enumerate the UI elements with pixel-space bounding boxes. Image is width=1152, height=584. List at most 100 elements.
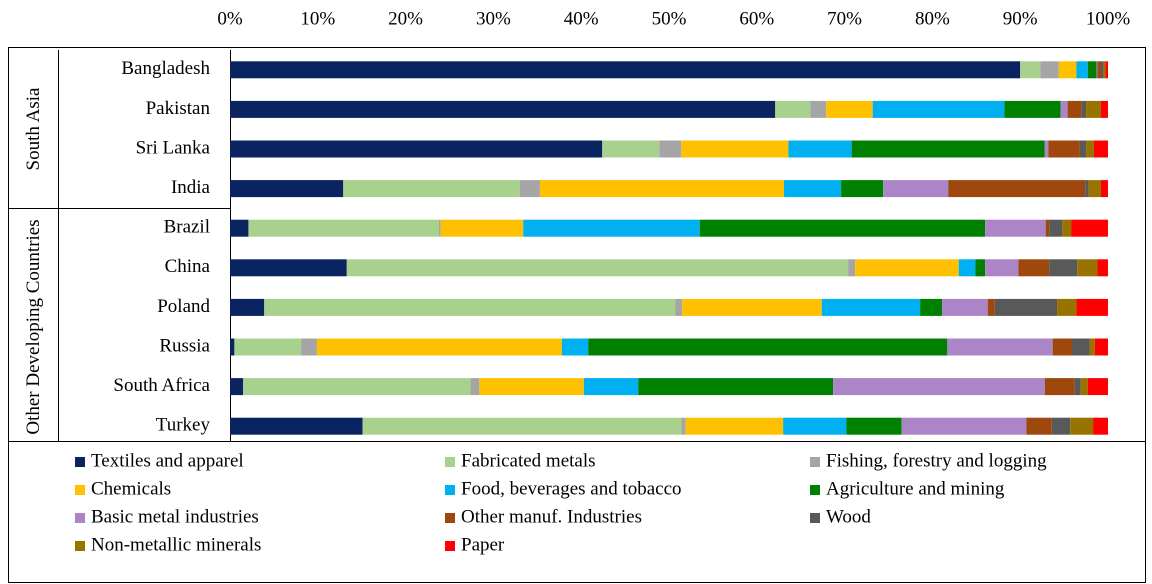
bar-segment xyxy=(1045,219,1050,237)
x-tick-label: 10% xyxy=(300,8,335,29)
legend-label: Chemicals xyxy=(91,478,171,499)
bar-segment xyxy=(901,417,1027,435)
bar-segment xyxy=(675,298,683,316)
bar-segment xyxy=(1060,100,1068,118)
bar-segment xyxy=(1105,61,1108,79)
bar-segment xyxy=(470,378,480,396)
bar-segment xyxy=(230,180,344,198)
legend-swatch xyxy=(810,513,820,523)
bar-segment xyxy=(1004,100,1061,118)
frame xyxy=(8,47,1146,583)
bar-segment xyxy=(1049,219,1063,237)
category-label: India xyxy=(171,177,211,198)
bar-segment xyxy=(994,298,1058,316)
legend-swatch xyxy=(75,457,85,467)
legend-label: Basic metal industries xyxy=(91,506,259,527)
bar-segment xyxy=(230,219,249,237)
bar-segment xyxy=(583,378,639,396)
legend-swatch xyxy=(445,513,455,523)
bar-segment xyxy=(821,298,921,316)
legend-label: Fishing, forestry and logging xyxy=(826,450,1047,471)
bar-segment xyxy=(846,417,902,435)
bar-segment xyxy=(230,378,244,396)
bar-segment xyxy=(1097,259,1108,277)
bar-segment xyxy=(1096,61,1098,79)
bar-segment xyxy=(942,298,988,316)
bar-segment xyxy=(1067,100,1082,118)
category-label: Pakistan xyxy=(146,98,211,119)
x-tick-label: 40% xyxy=(564,8,599,29)
bar-segment xyxy=(234,338,302,356)
bar-segment xyxy=(1044,140,1049,158)
bar-segment xyxy=(958,259,976,277)
bar-segment xyxy=(362,417,682,435)
category-label: China xyxy=(165,256,211,277)
bar-segment xyxy=(810,100,827,118)
bar-segment xyxy=(1062,219,1072,237)
bar-segment xyxy=(1079,140,1087,158)
bar-segment xyxy=(230,61,1021,79)
legend-swatch xyxy=(445,541,455,551)
x-tick-label: 20% xyxy=(388,8,423,29)
bar-segment xyxy=(685,417,784,435)
bar-segment xyxy=(523,219,700,237)
legend-label: Paper xyxy=(461,534,505,555)
legend-swatch xyxy=(75,485,85,495)
category-label: Russia xyxy=(159,335,210,356)
bar-segment xyxy=(301,338,317,356)
bar-segment xyxy=(783,417,847,435)
category-label: Bangladesh xyxy=(121,58,210,79)
bar-segment xyxy=(833,378,1045,396)
x-tick-label: 70% xyxy=(827,8,862,29)
legend-label: Food, beverages and tobacco xyxy=(461,478,682,499)
bar-segment xyxy=(1070,417,1094,435)
bar-segment xyxy=(883,180,949,198)
bar-segment xyxy=(1076,61,1088,79)
bar-segment xyxy=(841,180,884,198)
x-tick-label: 100% xyxy=(1086,8,1131,29)
bar-segment xyxy=(1093,417,1108,435)
bar-segment xyxy=(1080,378,1088,396)
bar-segment xyxy=(1087,378,1108,396)
bar-segment xyxy=(438,219,441,237)
x-tick-label: 50% xyxy=(652,8,687,29)
bar-segment xyxy=(561,338,589,356)
bar-segment xyxy=(1103,61,1106,79)
bar-segment xyxy=(1085,180,1089,198)
bar-segment xyxy=(1058,61,1077,79)
x-tick-label: 90% xyxy=(1003,8,1038,29)
bar-segment xyxy=(848,259,856,277)
bar-segment xyxy=(440,219,524,237)
bar-segment xyxy=(243,378,471,396)
bar-segment xyxy=(1044,378,1075,396)
category-label: Brazil xyxy=(164,217,210,238)
x-tick-label: 30% xyxy=(476,8,511,29)
bar-segment xyxy=(1048,140,1080,158)
bar-segment xyxy=(826,100,873,118)
bar-segment xyxy=(230,100,776,118)
bar-segment xyxy=(230,417,363,435)
bar-segment xyxy=(947,338,1053,356)
legend-swatch xyxy=(445,485,455,495)
legend-swatch xyxy=(75,541,85,551)
bar-segment xyxy=(1020,61,1041,79)
bar-segment xyxy=(987,298,995,316)
bar-segment xyxy=(681,140,789,158)
bar-segment xyxy=(1093,140,1108,158)
x-tick-label: 60% xyxy=(739,8,774,29)
bar-segment xyxy=(872,100,1005,118)
bar-segment xyxy=(855,259,959,277)
group-label: Other Developing Countries xyxy=(22,219,44,435)
legend-label: Textiles and apparel xyxy=(91,450,244,471)
bar-segment xyxy=(775,100,811,118)
bar-segment xyxy=(519,180,540,198)
category-label: South Africa xyxy=(113,375,210,396)
bar-segment xyxy=(1071,219,1108,237)
bar-segment xyxy=(230,298,265,316)
bar-segment xyxy=(784,180,842,198)
bar-segment xyxy=(588,338,948,356)
bar-segment xyxy=(1077,259,1098,277)
bar-segment xyxy=(1086,140,1094,158)
